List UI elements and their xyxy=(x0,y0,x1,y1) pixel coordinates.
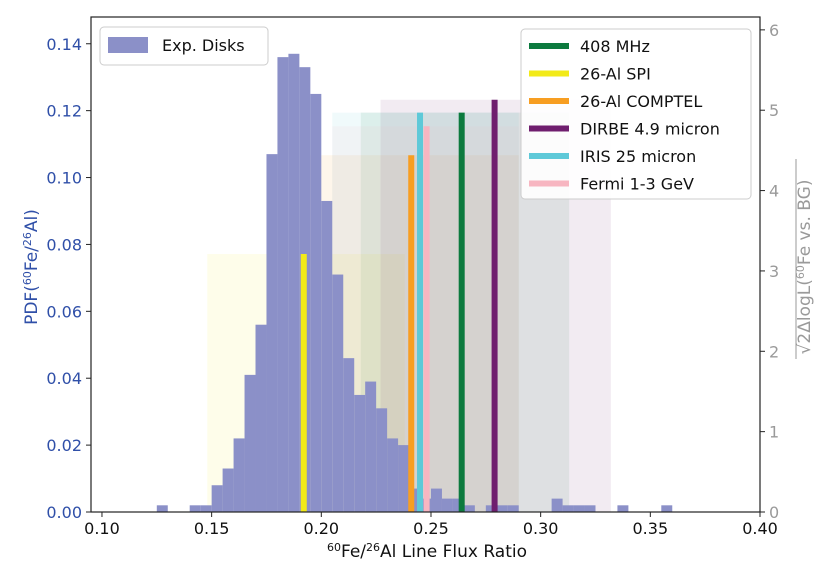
hist-bar xyxy=(430,488,442,512)
x-tick-label: 0.20 xyxy=(303,519,339,538)
hist-bar xyxy=(321,200,333,512)
hist-bar xyxy=(222,468,234,512)
legend-label-5: Fermi 1-3 GeV xyxy=(580,175,694,194)
y-right-tick-label: 1 xyxy=(769,423,779,442)
hist-bar xyxy=(200,505,212,512)
hist-bar xyxy=(233,438,245,512)
y-left-tick-label: 0.08 xyxy=(46,235,82,254)
hist-bar xyxy=(277,57,289,513)
x-tick-label: 0.30 xyxy=(523,519,559,538)
hist-bar xyxy=(332,274,344,512)
x-tick-label: 0.25 xyxy=(413,519,449,538)
hist-bar xyxy=(452,498,464,512)
hist-bar xyxy=(617,505,629,512)
hist-bar xyxy=(189,505,201,512)
y-left-axis-label: PDF(60Fe/26Al) xyxy=(21,209,43,325)
hist-bar xyxy=(661,505,673,512)
y-right-axis-ticks: 0 1 2 3 4 5 6 xyxy=(760,21,779,522)
y-left-axis-ticks: 0.00 0.02 0.04 0.06 0.08 0.10 0.12 0.14 xyxy=(46,35,91,522)
tracer-lines xyxy=(300,99,498,512)
hist-bar xyxy=(573,505,585,512)
y-left-tick-label: 0.12 xyxy=(46,102,82,121)
y-right-tick-label: 4 xyxy=(769,182,779,201)
hist-bar xyxy=(354,394,366,512)
legend-histogram: Exp. Disks xyxy=(99,26,269,66)
x-axis-label: 60Fe/26Al Line Flux Ratio xyxy=(327,541,527,563)
legend-histogram-label: Exp. Disks xyxy=(162,36,245,55)
legend-swatch-5 xyxy=(529,180,569,187)
y-right-tick-label: 3 xyxy=(769,262,779,281)
x-axis-ticks: 0.10 0.15 0.20 0.25 0.30 0.35 0.40 xyxy=(84,512,778,538)
hist-bar xyxy=(485,505,497,512)
hist-bar xyxy=(343,358,355,512)
hist-bar xyxy=(409,488,421,512)
hist-bar xyxy=(266,154,278,513)
hist-bar xyxy=(156,505,168,512)
hist-bar xyxy=(211,485,223,512)
hist-bar xyxy=(244,374,256,512)
y-right-tick-label: 5 xyxy=(769,101,779,120)
hist-bar xyxy=(584,505,596,512)
hist-bar xyxy=(562,505,574,512)
hist-bar xyxy=(398,445,410,512)
hist-bar xyxy=(376,408,388,512)
hist-bar xyxy=(507,505,519,512)
hist-bar xyxy=(365,381,377,512)
x-tick-label: 0.10 xyxy=(84,519,120,538)
legend-histogram-swatch xyxy=(108,37,148,53)
legend-label-1: 26-Al SPI xyxy=(580,65,651,84)
svg-text:√2ΔlogL(60Fe vs. BG): √2ΔlogL(60Fe vs. BG) xyxy=(794,180,816,355)
legend-swatch-1 xyxy=(529,70,569,77)
hist-bar xyxy=(551,498,563,512)
x-tick-label: 0.15 xyxy=(194,519,230,538)
legend-swatch-4 xyxy=(529,153,569,159)
y-left-tick-label: 0.14 xyxy=(46,35,82,54)
hist-bar xyxy=(496,505,508,512)
x-tick-label: 0.35 xyxy=(633,519,669,538)
x-tick-label: 0.40 xyxy=(742,519,778,538)
y-left-tick-label: 0.06 xyxy=(46,302,82,321)
y-left-tick-label: 0.00 xyxy=(46,503,82,522)
legend-swatch-2 xyxy=(529,98,569,104)
legend-swatch-3 xyxy=(529,125,569,132)
hist-bar xyxy=(310,93,322,513)
hist-bar xyxy=(255,324,267,512)
y-right-axis-label: √2ΔlogL(60Fe vs. BG) xyxy=(794,159,816,359)
hist-bar xyxy=(387,438,399,512)
y-left-tick-label: 0.10 xyxy=(46,169,82,188)
hist-bar xyxy=(463,505,475,512)
legend-label-0: 408 MHz xyxy=(580,37,650,56)
y-left-tick-label: 0.04 xyxy=(46,369,82,388)
legend-label-4: IRIS 25 micron xyxy=(580,147,696,166)
legend-label-2: 26-Al COMPTEL xyxy=(580,92,702,111)
plot-frame xyxy=(90,16,761,513)
legend-swatch-0 xyxy=(529,43,569,49)
hist-bar xyxy=(288,53,300,513)
y-right-tick-label: 6 xyxy=(769,21,779,40)
y-right-tick-label: 0 xyxy=(769,503,779,522)
legend-tracers: 408 MHz 26-Al SPI 26-Al COMPTEL DIRBE 4.9 m… xyxy=(520,28,752,200)
y-left-tick-label: 0.02 xyxy=(46,436,82,455)
legend-label-3: DIRBE 4.9 micron xyxy=(580,120,720,139)
hist-bar xyxy=(441,498,453,512)
y-right-tick-label: 2 xyxy=(769,342,779,361)
